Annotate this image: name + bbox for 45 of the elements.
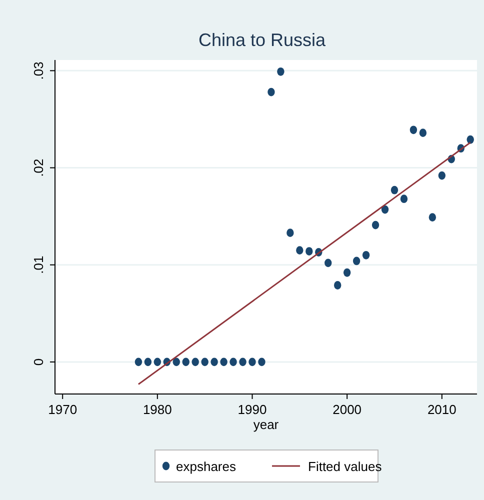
- point: [239, 358, 246, 366]
- point: [258, 358, 266, 366]
- x-tick-label: 1980: [142, 402, 172, 417]
- point: [268, 88, 275, 96]
- point: [372, 220, 380, 230]
- x-tick-label: 1970: [48, 402, 78, 417]
- y-tick-label: .03: [31, 62, 46, 80]
- x-tick-label: 2010: [427, 402, 456, 417]
- point: [192, 358, 199, 366]
- point: [334, 281, 342, 290]
- point: [419, 128, 427, 138]
- point: [296, 246, 304, 254]
- point: [182, 358, 190, 366]
- point: [410, 126, 418, 134]
- point: [210, 358, 218, 366]
- y-tick-label: .02: [31, 158, 46, 177]
- x-axis-title: year: [253, 417, 280, 432]
- legend-label: Fitted values: [308, 459, 382, 474]
- y-tick-label: .01: [31, 256, 46, 274]
- point: [230, 358, 237, 366]
- point: [248, 358, 256, 366]
- point: [362, 250, 370, 260]
- point: [466, 135, 474, 144]
- chart-title: China to Russia: [198, 30, 327, 50]
- point: [286, 228, 294, 238]
- point: [220, 358, 228, 366]
- y-tick-label: 0: [31, 358, 46, 366]
- legend-label: expshares: [176, 459, 236, 474]
- point: [172, 358, 180, 366]
- point: [352, 256, 360, 266]
- point: [428, 213, 436, 222]
- point: [400, 194, 408, 204]
- point: [438, 171, 446, 180]
- point: [343, 268, 351, 277]
- point: [381, 205, 389, 214]
- point: [154, 358, 162, 366]
- point: [306, 247, 313, 256]
- point: [324, 258, 332, 268]
- point: [277, 67, 284, 76]
- point: [390, 186, 398, 194]
- x-tick-label: 2000: [332, 402, 362, 417]
- point: [201, 358, 208, 366]
- point: [144, 358, 152, 366]
- x-tick-label: 1990: [238, 402, 267, 417]
- point: [134, 358, 142, 366]
